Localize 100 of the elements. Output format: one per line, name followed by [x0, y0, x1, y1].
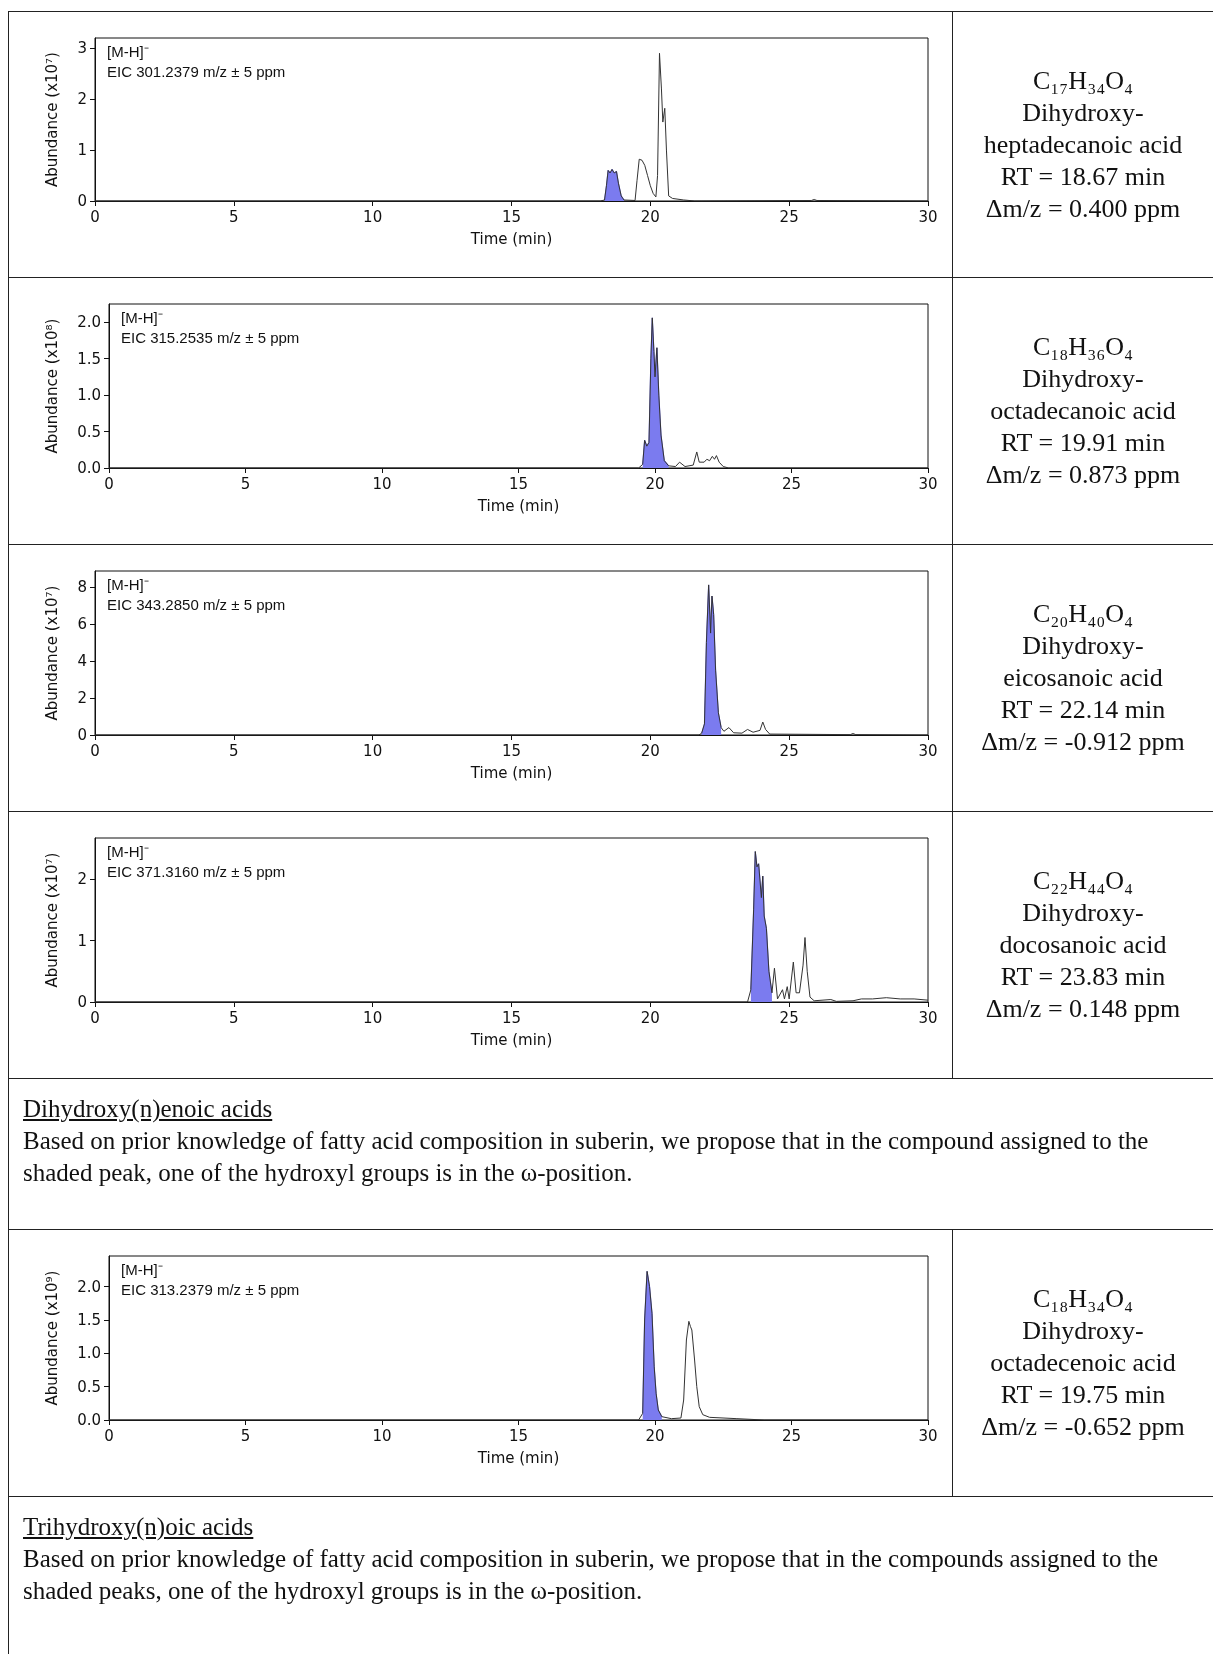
text: RT = 22.14 min — [999, 694, 1167, 726]
y-tick-label: 8 — [77, 577, 87, 596]
y-tick-label: 1.5 — [77, 349, 101, 368]
y-tick-label: 0.5 — [77, 422, 101, 441]
y-tick-label: 1.0 — [77, 1344, 101, 1363]
y-tick-label: 2 — [77, 870, 87, 889]
y-tick-label: 0.0 — [77, 459, 101, 477]
x-tick-label: 5 — [240, 474, 251, 493]
text: RT = 19.91 min — [999, 427, 1167, 459]
text: Trihydroxy(n)oic acids — [23, 1512, 255, 1543]
text: octadecenoic acid — [989, 1347, 1177, 1379]
text: Δm/z = 0.400 ppm — [984, 192, 1182, 225]
x-axis-title: Time (min) — [476, 496, 560, 515]
y-tick-label: 6 — [77, 614, 87, 633]
y-tick-label: 1.5 — [77, 1311, 101, 1329]
x-tick-label: 0 — [104, 474, 114, 493]
x-tick-label: 0 — [104, 1426, 114, 1445]
annotation: [M-H]⁻ — [121, 309, 163, 326]
x-tick-label: 15 — [508, 1426, 529, 1445]
x-tick-label: 5 — [240, 1426, 251, 1445]
x-tick-label: 10 — [372, 1426, 392, 1445]
x-tick-label: 25 — [779, 741, 799, 760]
text: C₁₇H₃₄O₄ — [1031, 64, 1135, 97]
annotation: EIC 343.2850 m/z ± 5 ppm — [107, 596, 286, 613]
text: RT = 23.83 min — [999, 961, 1167, 993]
x-tick-label: 25 — [781, 1426, 802, 1445]
y-axis-title: Abundance (x10⁷) — [42, 52, 61, 187]
text: Dihydroxy- — [1021, 1315, 1145, 1347]
x-tick-label: 15 — [501, 207, 522, 226]
x-tick-label: 5 — [229, 1008, 239, 1027]
annotation: EIC 301.2379 m/z ± 5 ppm — [107, 63, 286, 80]
y-axis-title: Abundance (x10⁸) — [42, 318, 61, 454]
y-tick-label: 2 — [77, 688, 87, 707]
text: docosanoic acid — [998, 929, 1168, 961]
text: C₂₀H₄₀O₄ — [1031, 598, 1135, 630]
x-tick-label: 30 — [918, 741, 938, 760]
x-tick-label: 5 — [229, 207, 239, 226]
x-axis-title: Time (min) — [469, 229, 553, 248]
annotation: [M-H]⁻ — [121, 1261, 163, 1278]
text: C₁₈H₃₆O₄ — [1031, 331, 1135, 363]
text: Dihydroxy- — [1021, 363, 1145, 395]
annotation: EIC 371.3160 m/z ± 5 ppm — [107, 863, 286, 880]
x-tick-label: 20 — [640, 741, 660, 760]
annotation: EIC 315.2535 m/z ± 5 ppm — [121, 329, 300, 346]
x-axis-title: Time (min) — [469, 763, 553, 782]
y-tick-label: 0 — [77, 993, 87, 1011]
text: Dihydroxy- — [1021, 897, 1145, 929]
text: C₂₂H₄₄O₄ — [1031, 865, 1135, 897]
y-tick-label: 1.0 — [77, 386, 101, 405]
text: Δm/z = 0.148 ppm — [984, 993, 1182, 1025]
y-axis-title: Abundance (x10⁹) — [42, 1270, 61, 1406]
text: Based on prior knowledge of fatty acid composition in suberin, we propose that in the compound assigned to the shaded peak, one of the hydroxyl groups is in the ω-position. — [23, 1126, 1150, 1188]
annotation: [M-H]⁻ — [107, 576, 149, 593]
x-tick-label: 25 — [779, 1008, 799, 1027]
text: Based on prior knowledge of fatty acid composition in suberin, we propose that in the compounds assigned to the shaded peaks, one of the hydroxyl groups is in the ω-position. — [23, 1544, 1160, 1606]
annotation: [M-H]⁻ — [107, 43, 149, 60]
x-tick-label: 30 — [918, 1426, 938, 1445]
text: Δm/z = 0.873 ppm — [984, 459, 1182, 491]
x-tick-label: 25 — [781, 474, 802, 493]
x-tick-label: 30 — [918, 474, 938, 493]
x-tick-label: 10 — [363, 741, 383, 760]
annotation: [M-H]⁻ — [107, 843, 149, 860]
x-tick-label: 20 — [645, 474, 665, 493]
y-tick-label: 4 — [77, 651, 87, 670]
y-tick-label: 3 — [77, 39, 87, 58]
x-tick-label: 30 — [918, 1008, 938, 1027]
x-tick-label: 20 — [640, 1008, 660, 1027]
x-tick-label: 20 — [645, 1426, 665, 1445]
text: Dihydroxy(n)enoic acids — [23, 1094, 274, 1125]
y-tick-label: 2.0 — [77, 1277, 101, 1296]
text: eicosanoic acid — [1002, 662, 1164, 694]
annotation: EIC 313.2379 m/z ± 5 ppm — [121, 1281, 300, 1298]
text: C₁₈H₃₄O₄ — [1031, 1283, 1135, 1315]
text: Dihydroxy- — [1021, 96, 1145, 129]
x-tick-label: 15 — [501, 1008, 522, 1027]
y-tick-label: 0.5 — [77, 1377, 101, 1396]
text: octadecanoic acid — [989, 395, 1177, 427]
x-tick-label: 10 — [363, 1008, 383, 1027]
x-tick-label: 5 — [229, 741, 239, 760]
text: Δm/z = -0.652 ppm — [980, 1411, 1186, 1443]
x-tick-label: 15 — [501, 741, 522, 760]
y-tick-label: 1 — [77, 141, 87, 160]
y-tick-label: 2.0 — [77, 313, 101, 332]
y-axis-title: Abundance (x10⁷) — [42, 852, 61, 988]
x-axis-title: Time (min) — [476, 1448, 560, 1467]
x-tick-label: 20 — [640, 207, 660, 226]
text: RT = 18.67 min — [999, 160, 1167, 193]
x-axis-title: Time (min) — [469, 1030, 553, 1049]
text: Δm/z = -0.912 ppm — [980, 726, 1186, 758]
text: RT = 19.75 min — [999, 1379, 1167, 1411]
y-tick-label: 1 — [77, 931, 87, 950]
x-tick-label: 25 — [779, 207, 799, 226]
x-tick-label: 10 — [372, 474, 392, 493]
x-tick-label: 15 — [508, 474, 529, 493]
y-tick-label: 0 — [77, 192, 87, 210]
text: Dihydroxy- — [1021, 630, 1145, 662]
text: heptadecanoic acid — [982, 128, 1184, 161]
y-tick-label: 0 — [77, 726, 87, 744]
y-axis-title: Abundance (x10⁷) — [42, 585, 61, 721]
y-tick-label: 0.0 — [77, 1411, 101, 1429]
